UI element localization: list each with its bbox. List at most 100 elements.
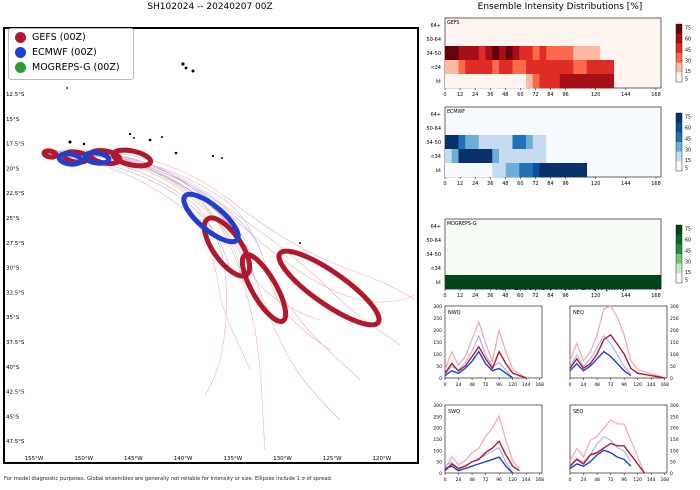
heatmap-xlabel: 72: [532, 293, 538, 299]
r34-xlabel: 24: [581, 382, 587, 388]
r34-xlabel: 144: [522, 382, 531, 388]
lon-label: 125°W: [323, 456, 342, 462]
heatmap-ylabel: 34-50: [426, 252, 441, 258]
heatmap-cell: [478, 163, 486, 178]
heatmap-cell: [567, 275, 575, 290]
heatmap-xlabel: 72: [532, 92, 538, 98]
heatmap-cell: [488, 275, 496, 290]
heatmap-cell: [580, 60, 588, 75]
heatmap-ylabel: <34: [430, 154, 441, 160]
heatmap-cell: [505, 149, 513, 164]
heatmap-cell: [539, 46, 547, 61]
heatmap-xlabel: 168: [651, 181, 661, 187]
r34-frame: [444, 404, 543, 474]
heatmap-cell: [495, 275, 503, 290]
heatmap-cell: [465, 46, 473, 61]
r34-ylabel: 100: [433, 448, 442, 454]
heatmap-cell: [581, 275, 590, 290]
heatmap-cell: [478, 74, 486, 89]
heatmap-cell: [519, 46, 527, 61]
r34-ylabel: 50: [670, 460, 676, 466]
heatmap-cell: [546, 135, 554, 150]
heatmap-cell: [532, 74, 540, 89]
heatmap-cell: [499, 163, 507, 178]
r34-xlabel: 48: [469, 477, 475, 483]
heatmap-cell: [492, 135, 500, 150]
r34-ylabel: 100: [433, 352, 442, 358]
r34-mean-gefs: [569, 442, 645, 474]
lon-label: 150°W: [74, 456, 93, 462]
heatmap-xlabel: 48: [502, 293, 508, 299]
heatmap-xlabel: 0: [443, 92, 446, 98]
r34-xlabel: 48: [469, 382, 475, 388]
ecmwf-ellipses: [56, 150, 241, 245]
heatmap-cell: [532, 163, 540, 178]
heatmap-ylabel: 64+: [430, 224, 441, 230]
colorbar-segment: [676, 161, 682, 172]
lat-label: 40°S: [6, 365, 20, 371]
heatmap-cell: [478, 60, 486, 75]
heatmap-cell: [607, 74, 615, 89]
heatmap-cell: [445, 60, 453, 75]
heatmap-cell: [519, 163, 527, 178]
r34-mean-gefs: [444, 440, 520, 472]
r34-panel-label: NWQ: [448, 310, 461, 316]
r34-ylabel: 150: [670, 340, 679, 346]
colorbar-label: 15: [685, 270, 691, 276]
map-legend: GEFS (00Z) ECMWF (00Z) MOGREPS-G (00Z): [8, 28, 134, 80]
r34-xlabel: 120: [633, 477, 642, 483]
heatmap-cell: [603, 275, 611, 290]
heatmap-cell: [458, 149, 466, 164]
r34-ylabel: 150: [433, 437, 442, 443]
heatmap-cell: [445, 149, 453, 164]
r34-iqr-upper-gefs: [444, 414, 520, 470]
heatmap-xlabel: 84: [547, 293, 553, 299]
heatmap-cell: [445, 135, 453, 150]
heatmap-cell: [559, 149, 567, 164]
lat-label: 15°S: [6, 117, 20, 123]
legend-mogreps: MOGREPS-G (00Z): [15, 62, 120, 73]
r34-xlabel: 168: [660, 382, 669, 388]
heatmap-cell: [526, 74, 534, 89]
heatmap-xlabel: 24: [472, 92, 478, 98]
lat-label: 30°S: [6, 266, 20, 272]
colorbar-label: 15: [685, 69, 691, 75]
heatmap-cell: [593, 74, 601, 89]
heatmap-cell: [538, 275, 547, 290]
colorbar-segment: [676, 225, 682, 235]
track-ellipses: [41, 147, 382, 328]
r34-mean-ecmwf: [569, 449, 632, 470]
heatmap-xlabel: 168: [651, 92, 661, 98]
heatmap-cell: [465, 60, 473, 75]
heatmap-cell: [478, 149, 486, 164]
heatmap-cell: [472, 74, 480, 89]
heatmap-cell: [524, 275, 532, 290]
heatmap-cell: [607, 60, 615, 75]
heatmap-cell: [458, 135, 466, 150]
map-title: SH102024 -- 20240207 00Z: [147, 2, 273, 12]
colorbar-segment: [676, 43, 682, 54]
heatmap-cell: [445, 163, 453, 178]
heatmap-cell: [499, 149, 507, 164]
heatmap-model-label: GEFS: [447, 20, 459, 26]
heatmap-cell: [445, 275, 453, 290]
heatmap-cell: [607, 46, 615, 61]
r34-panel-label: SWQ: [448, 409, 460, 415]
r34-mean-ecmwf: [569, 350, 632, 377]
heatmap-cell: [639, 275, 647, 290]
lat-label: 12.5°S: [6, 92, 25, 98]
heatmap-cell: [519, 74, 527, 89]
lat-label: 35°S: [6, 315, 20, 321]
heatmap-cell: [485, 60, 493, 75]
r34-xlabel: 144: [647, 382, 656, 388]
heatmap-cell: [580, 46, 588, 61]
heatmap-xlabel: 120: [591, 293, 601, 299]
r34-xlabel: 24: [456, 477, 462, 483]
r34-ylabel: 50: [436, 364, 442, 370]
heatmap-cell: [512, 149, 520, 164]
r34-ylabel: 100: [670, 352, 679, 358]
heatmap-cell: [546, 149, 554, 164]
heatmap-cell: [553, 74, 561, 89]
heatmap-cell: [539, 149, 547, 164]
heatmap-cell: [566, 163, 574, 178]
